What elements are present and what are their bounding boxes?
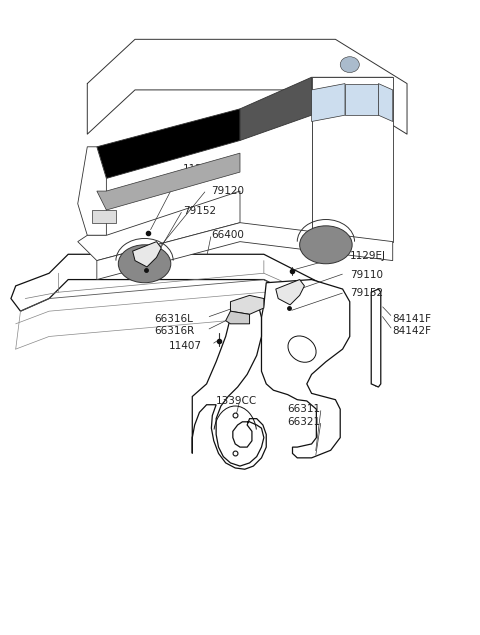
Text: 66316L: 66316L <box>154 314 193 324</box>
Polygon shape <box>226 311 250 324</box>
Polygon shape <box>97 109 240 178</box>
Text: 84142F: 84142F <box>393 326 432 337</box>
Ellipse shape <box>118 245 171 283</box>
Text: 79110: 79110 <box>350 269 383 279</box>
Polygon shape <box>371 289 381 387</box>
Text: 84141F: 84141F <box>393 314 432 324</box>
Polygon shape <box>312 77 393 242</box>
Ellipse shape <box>300 226 352 264</box>
Polygon shape <box>240 77 312 140</box>
Text: 79152: 79152 <box>350 288 383 298</box>
Text: 79120: 79120 <box>211 186 244 196</box>
Text: 1339CC: 1339CC <box>216 396 257 406</box>
Polygon shape <box>97 223 393 279</box>
Text: 66316R: 66316R <box>154 326 194 337</box>
Text: 11407: 11407 <box>168 341 202 351</box>
Polygon shape <box>11 254 336 311</box>
Polygon shape <box>132 242 161 267</box>
Polygon shape <box>92 210 116 223</box>
Polygon shape <box>192 308 266 469</box>
Text: 66400: 66400 <box>211 231 244 240</box>
Polygon shape <box>97 153 240 210</box>
Polygon shape <box>230 295 264 314</box>
Text: 1129EJ: 1129EJ <box>350 251 386 260</box>
Polygon shape <box>378 84 393 121</box>
Text: 66321: 66321 <box>288 417 321 427</box>
Text: 79152: 79152 <box>183 206 216 217</box>
Polygon shape <box>345 84 378 115</box>
Polygon shape <box>78 147 107 236</box>
Polygon shape <box>78 191 240 260</box>
Ellipse shape <box>288 336 316 363</box>
Polygon shape <box>262 279 350 458</box>
Text: 66311: 66311 <box>288 404 321 414</box>
Ellipse shape <box>340 57 360 72</box>
Polygon shape <box>276 279 304 305</box>
Polygon shape <box>312 77 393 115</box>
Text: 1129EJ: 1129EJ <box>183 164 219 174</box>
Polygon shape <box>312 84 345 121</box>
